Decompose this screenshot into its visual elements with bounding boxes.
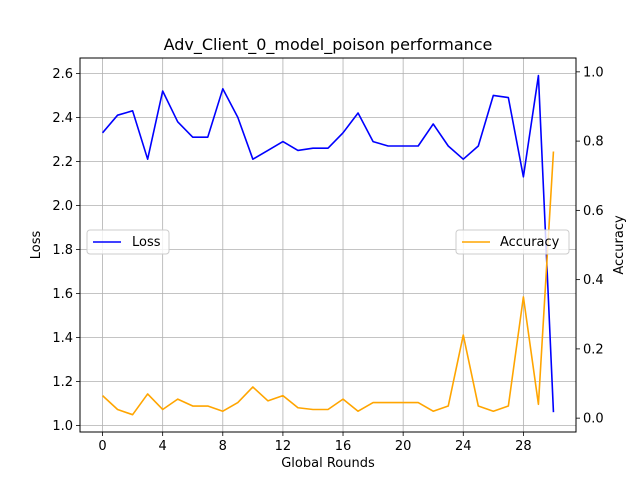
y-right-tick-label: 0.4: [583, 273, 604, 288]
x-axis-label: Global Rounds: [281, 456, 375, 471]
y-right-tick-label: 1.0: [583, 65, 604, 80]
grid: [80, 58, 576, 432]
x-tick-label: 8: [219, 439, 227, 454]
x-tick-label: 4: [159, 439, 167, 454]
x-tick-label: 24: [455, 439, 472, 454]
chart-title: Adv_Client_0_model_poison performance: [164, 35, 493, 55]
y-left-tick-label: 2.2: [52, 155, 73, 170]
y-left-tick-label: 2.0: [52, 199, 73, 214]
x-axis: 0 4 8 12 16 20 24 28: [98, 432, 532, 454]
plot-frame: [79, 57, 577, 433]
y-left-tick-label: 1.4: [52, 331, 73, 346]
x-tick-label: 16: [335, 439, 352, 454]
x-tick-label: 0: [98, 439, 106, 454]
legend-accuracy: Accuracy: [455, 229, 570, 255]
y-left-tick-label: 1.2: [52, 375, 73, 390]
y-left-tick-label: 2.6: [52, 67, 73, 82]
y-left-tick-label: 1.8: [52, 243, 73, 258]
series-layer: [101, 74, 555, 416]
y-axis-right-label: Accuracy: [612, 215, 627, 275]
legend-loss-box: [86, 229, 170, 255]
x-tick-label: 28: [515, 439, 532, 454]
y-left-tick-label: 1.0: [52, 419, 73, 434]
y-axis-right: 0.0 0.2 0.4 0.6 0.8 1.0: [576, 65, 604, 427]
x-tick-label: 12: [275, 439, 292, 454]
legend-accuracy-label: Accuracy: [500, 235, 560, 250]
y-right-tick-label: 0.8: [583, 135, 604, 150]
y-axis-left: 1.0 1.2 1.4 1.6 1.8 2.0 2.2 2.4 2.6: [52, 67, 80, 434]
y-right-tick-label: 0.2: [583, 342, 604, 357]
series-line-loss: [101, 74, 555, 413]
series-line-accuracy: [102, 151, 555, 416]
legend-loss-label: Loss: [132, 235, 161, 250]
legend-loss: Loss: [86, 229, 170, 255]
x-tick-label: 20: [395, 439, 412, 454]
y-left-tick-label: 1.6: [52, 287, 73, 302]
y-right-tick-label: 0.0: [583, 412, 604, 427]
y-right-tick-label: 0.6: [583, 204, 604, 219]
y-left-tick-label: 2.4: [52, 111, 73, 126]
legend-accuracy-box: [455, 229, 570, 255]
y-axis-left-label: Loss: [29, 231, 44, 260]
